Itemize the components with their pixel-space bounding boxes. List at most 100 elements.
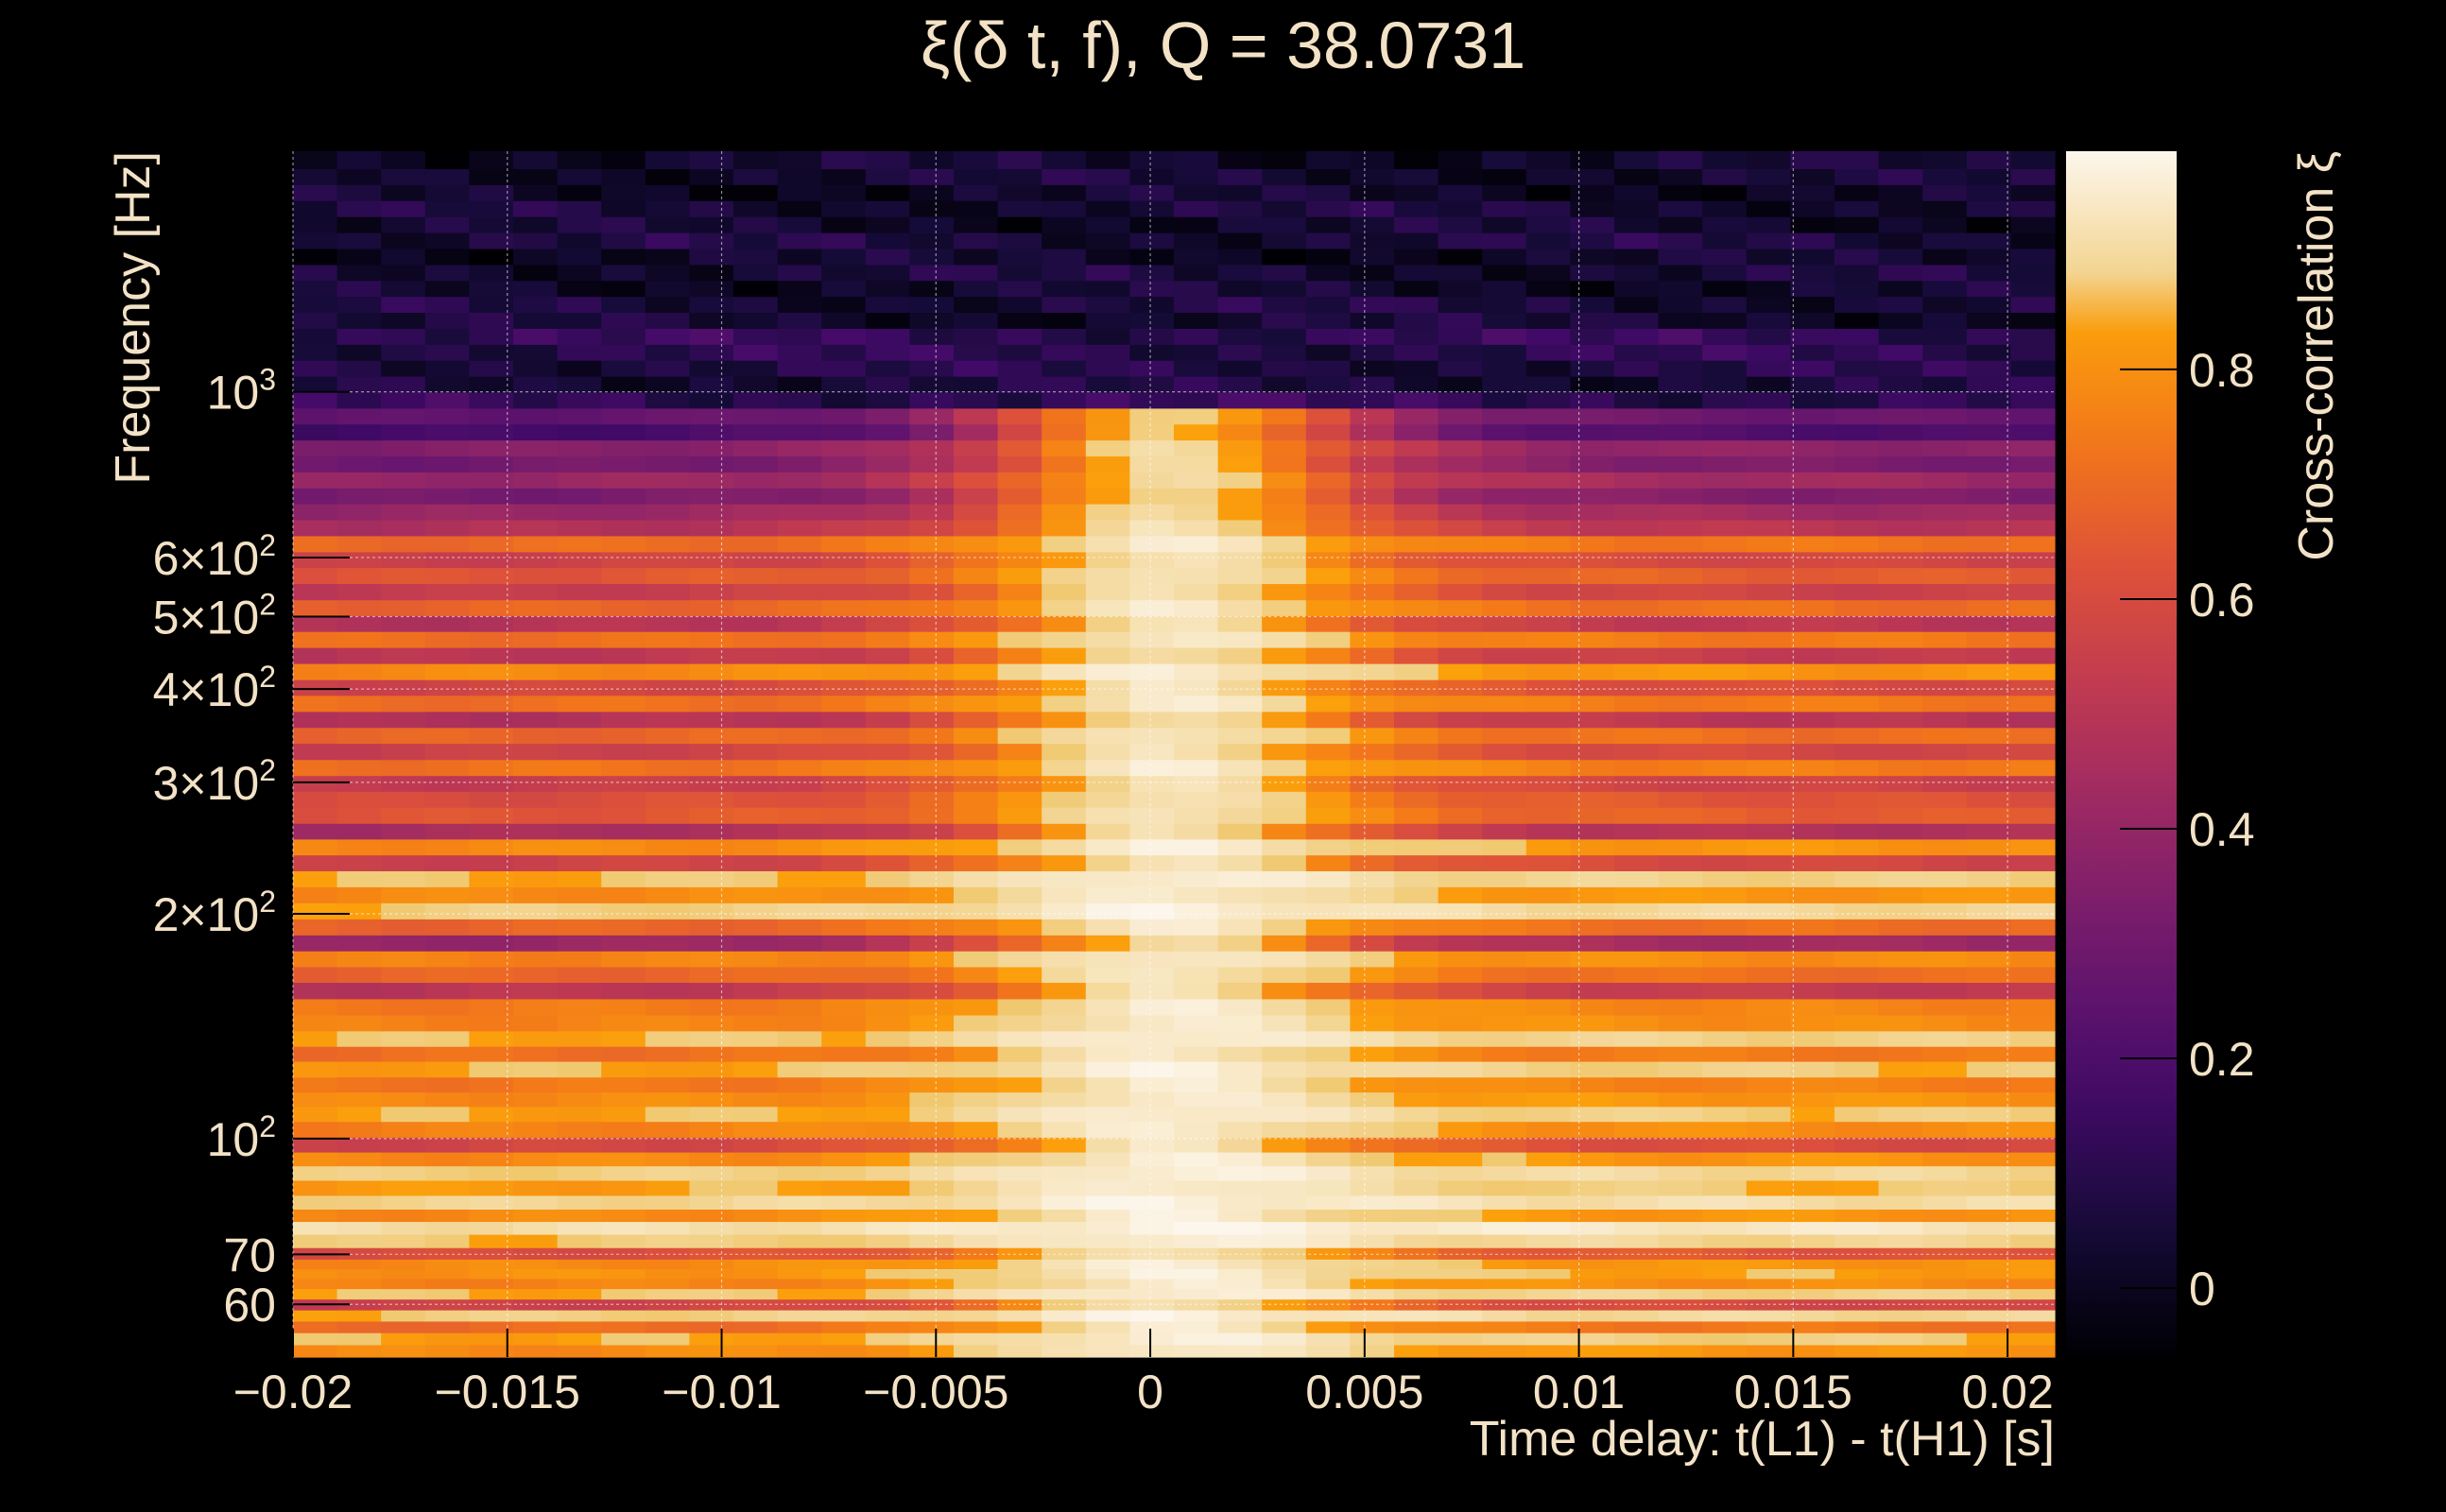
heatmap-cell [1129, 488, 1175, 505]
heatmap-cell [1966, 951, 2011, 968]
heatmap-cell [381, 200, 426, 217]
heatmap-cell [1658, 902, 1703, 919]
heatmap-cell [733, 902, 779, 919]
heatmap-cell [909, 232, 955, 249]
heatmap-cell [645, 1278, 690, 1290]
heatmap-cell [336, 727, 382, 745]
heatmap-cell [1305, 951, 1351, 968]
heatmap-cell [293, 1278, 338, 1290]
colorbar: 00.20.40.60.8 [2066, 151, 2255, 1357]
heatmap-cell [1525, 951, 1571, 968]
heatmap-cell [1129, 200, 1175, 217]
heatmap-cell [1217, 200, 1263, 217]
heatmap-cell [1305, 583, 1351, 601]
heatmap-cell [777, 998, 822, 1016]
heatmap-cell [1746, 1060, 1791, 1078]
heatmap-cell [1878, 344, 1923, 361]
heatmap-cell [1834, 1288, 1880, 1300]
heatmap-cell [1658, 296, 1703, 314]
heatmap-cell [1570, 791, 1615, 808]
heatmap-cell [1482, 1046, 1527, 1062]
heatmap-cell [1922, 296, 1968, 314]
heatmap-cell [1966, 998, 2011, 1016]
heatmap-cell [601, 1320, 646, 1333]
heatmap-cell [1217, 296, 1263, 314]
heatmap-cell [1438, 535, 1483, 553]
heatmap-cell [1394, 1268, 1439, 1280]
heatmap-cell [1085, 727, 1130, 745]
heatmap-cell [1042, 200, 1087, 217]
heatmap-cell [1085, 1209, 1130, 1223]
heatmap-cell [1614, 982, 1660, 1000]
heatmap-cell [1085, 1106, 1130, 1123]
heatmap-cell [733, 280, 779, 298]
heatmap-cell [1658, 1060, 1703, 1078]
heatmap-cell [1570, 902, 1615, 919]
heatmap-cell [1174, 743, 1219, 761]
heatmap-cell [336, 998, 382, 1016]
heatmap-cell [909, 647, 955, 664]
heatmap-cell [557, 391, 602, 409]
heatmap-cell [1262, 1121, 1307, 1138]
heatmap-cell [513, 1298, 559, 1311]
heatmap-cell [469, 1076, 514, 1093]
heatmap-cell [733, 232, 779, 249]
heatmap-cell [381, 870, 426, 887]
heatmap-cell [1262, 951, 1307, 968]
heatmap-cell [1922, 391, 1968, 409]
heatmap-cell [381, 854, 426, 871]
heatmap-cell [424, 1278, 470, 1290]
heatmap-cell [1174, 1268, 1219, 1280]
heatmap-cell [1129, 264, 1175, 282]
heatmap-cell [689, 1332, 734, 1346]
heatmap-cell [1350, 679, 1395, 696]
heatmap-cell [2010, 344, 2056, 361]
heatmap-cell [1129, 615, 1175, 632]
heatmap-cell [424, 982, 470, 1000]
heatmap-cell [997, 870, 1042, 887]
heatmap-cell [1570, 663, 1615, 680]
heatmap-cell [1834, 200, 1880, 217]
heatmap-cell [1129, 583, 1175, 601]
heatmap-cell [1129, 376, 1175, 393]
heatmap-cell [1350, 838, 1395, 856]
heatmap-cell [997, 472, 1042, 489]
heatmap-cell [469, 663, 514, 680]
heatmap-cell [997, 360, 1042, 377]
heatmap-cell [2010, 1259, 2056, 1269]
heatmap-cell [733, 296, 779, 314]
heatmap-cell [821, 695, 867, 713]
heatmap-cell [1834, 1046, 1880, 1062]
heatmap-cell [1350, 472, 1395, 489]
heatmap-cell [1878, 919, 1923, 936]
heatmap-cell [1129, 519, 1175, 537]
heatmap-cell [1042, 1014, 1087, 1032]
heatmap-cell [1042, 551, 1087, 569]
heatmap-cell [1042, 823, 1087, 840]
heatmap-cell [733, 1247, 779, 1260]
heatmap-cell [381, 1344, 426, 1358]
heatmap-cell [645, 838, 690, 856]
heatmap-cell [1262, 407, 1307, 425]
heatmap-cell [777, 807, 822, 824]
heatmap-cell [1482, 1076, 1527, 1093]
heatmap-cell [865, 344, 910, 361]
heatmap-cell [1262, 1194, 1307, 1211]
heatmap-cell [513, 519, 559, 537]
heatmap-cell [557, 1344, 602, 1358]
heatmap-cell [1129, 1268, 1175, 1280]
heatmap-cell [1174, 791, 1219, 808]
heatmap-cell [1922, 583, 1968, 601]
heatmap-cell [1129, 296, 1175, 314]
heatmap-cell [1262, 679, 1307, 696]
heatmap-cell [1174, 1030, 1219, 1047]
heatmap-cell [1042, 376, 1087, 393]
heatmap-cell [865, 504, 910, 521]
heatmap-cell [997, 168, 1042, 185]
heatmap-cell [865, 727, 910, 745]
heatmap-cell [1834, 631, 1880, 648]
heatmap-cell [733, 1310, 779, 1322]
heatmap-cell [293, 423, 338, 441]
heatmap-cell [1614, 376, 1660, 393]
heatmap-cell [1966, 1014, 2011, 1032]
